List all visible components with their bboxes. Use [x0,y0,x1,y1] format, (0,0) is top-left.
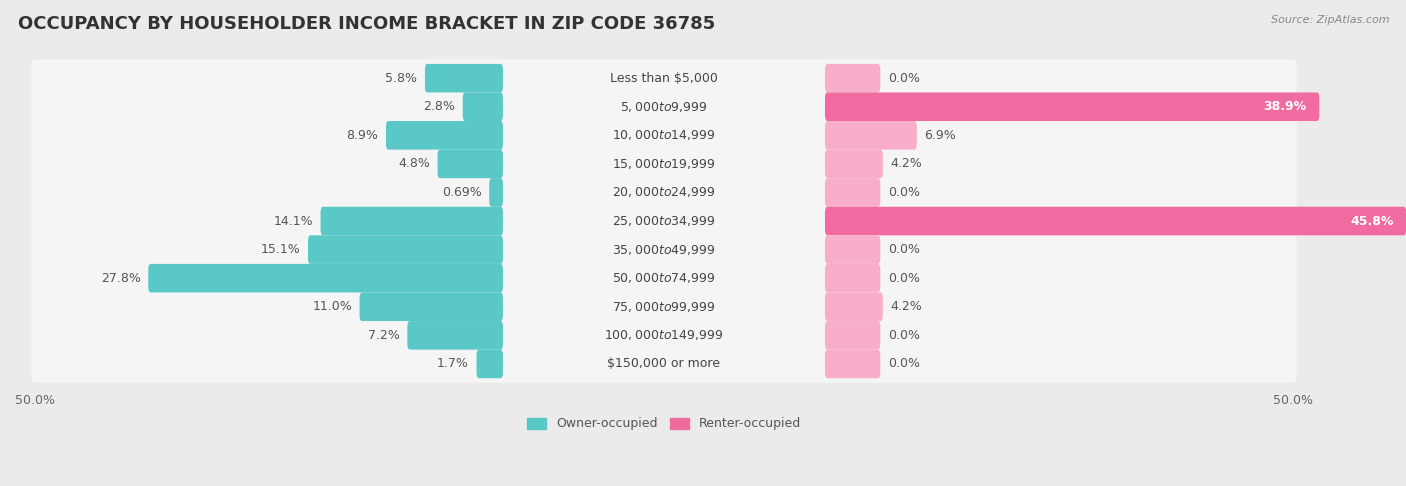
Text: 45.8%: 45.8% [1350,214,1393,227]
Text: $10,000 to $14,999: $10,000 to $14,999 [612,128,716,142]
Text: 4.8%: 4.8% [398,157,430,171]
Text: 8.9%: 8.9% [346,129,378,142]
Text: $35,000 to $49,999: $35,000 to $49,999 [612,243,716,257]
Text: 4.2%: 4.2% [890,300,922,313]
FancyBboxPatch shape [360,293,503,321]
FancyBboxPatch shape [31,231,1296,268]
FancyBboxPatch shape [308,235,503,264]
Text: OCCUPANCY BY HOUSEHOLDER INCOME BRACKET IN ZIP CODE 36785: OCCUPANCY BY HOUSEHOLDER INCOME BRACKET … [18,15,716,33]
Legend: Owner-occupied, Renter-occupied: Owner-occupied, Renter-occupied [522,413,806,435]
Text: 15.1%: 15.1% [260,243,301,256]
Text: 38.9%: 38.9% [1264,100,1306,113]
FancyBboxPatch shape [31,202,1296,240]
Text: 0.0%: 0.0% [887,243,920,256]
FancyBboxPatch shape [825,235,880,264]
Text: 2.8%: 2.8% [423,100,456,113]
FancyBboxPatch shape [31,260,1296,297]
FancyBboxPatch shape [825,207,1406,235]
FancyBboxPatch shape [31,288,1296,326]
FancyBboxPatch shape [31,174,1296,211]
Text: $50,000 to $74,999: $50,000 to $74,999 [612,271,716,285]
Text: $150,000 or more: $150,000 or more [607,357,720,370]
Text: 0.0%: 0.0% [887,272,920,285]
Text: 0.0%: 0.0% [887,71,920,85]
FancyBboxPatch shape [425,64,503,92]
FancyBboxPatch shape [825,264,880,293]
Text: $20,000 to $24,999: $20,000 to $24,999 [612,186,716,199]
Text: 14.1%: 14.1% [273,214,314,227]
FancyBboxPatch shape [825,321,880,349]
Text: $15,000 to $19,999: $15,000 to $19,999 [612,157,716,171]
FancyBboxPatch shape [148,264,503,293]
Text: 0.69%: 0.69% [441,186,482,199]
FancyBboxPatch shape [463,92,503,121]
FancyBboxPatch shape [825,92,1319,121]
FancyBboxPatch shape [489,178,503,207]
FancyBboxPatch shape [31,316,1296,354]
FancyBboxPatch shape [31,345,1296,383]
FancyBboxPatch shape [321,207,503,235]
FancyBboxPatch shape [825,64,880,92]
FancyBboxPatch shape [31,117,1296,154]
FancyBboxPatch shape [31,88,1296,125]
Text: Less than $5,000: Less than $5,000 [610,71,718,85]
FancyBboxPatch shape [31,59,1296,97]
FancyBboxPatch shape [437,150,503,178]
Text: 0.0%: 0.0% [887,329,920,342]
FancyBboxPatch shape [825,178,880,207]
FancyBboxPatch shape [477,349,503,378]
Text: 0.0%: 0.0% [887,186,920,199]
Text: $100,000 to $149,999: $100,000 to $149,999 [605,329,724,342]
FancyBboxPatch shape [31,145,1296,183]
FancyBboxPatch shape [825,150,883,178]
Text: 11.0%: 11.0% [312,300,352,313]
Text: 5.8%: 5.8% [385,71,418,85]
Text: $5,000 to $9,999: $5,000 to $9,999 [620,100,707,114]
Text: 0.0%: 0.0% [887,357,920,370]
Text: 6.9%: 6.9% [924,129,956,142]
Text: $25,000 to $34,999: $25,000 to $34,999 [612,214,716,228]
Text: 1.7%: 1.7% [437,357,470,370]
Text: 27.8%: 27.8% [101,272,141,285]
Text: Source: ZipAtlas.com: Source: ZipAtlas.com [1271,15,1389,25]
FancyBboxPatch shape [408,321,503,349]
FancyBboxPatch shape [387,121,503,150]
FancyBboxPatch shape [825,121,917,150]
FancyBboxPatch shape [825,293,883,321]
FancyBboxPatch shape [825,349,880,378]
Text: 4.2%: 4.2% [890,157,922,171]
Text: $75,000 to $99,999: $75,000 to $99,999 [612,300,716,314]
Text: 7.2%: 7.2% [368,329,399,342]
